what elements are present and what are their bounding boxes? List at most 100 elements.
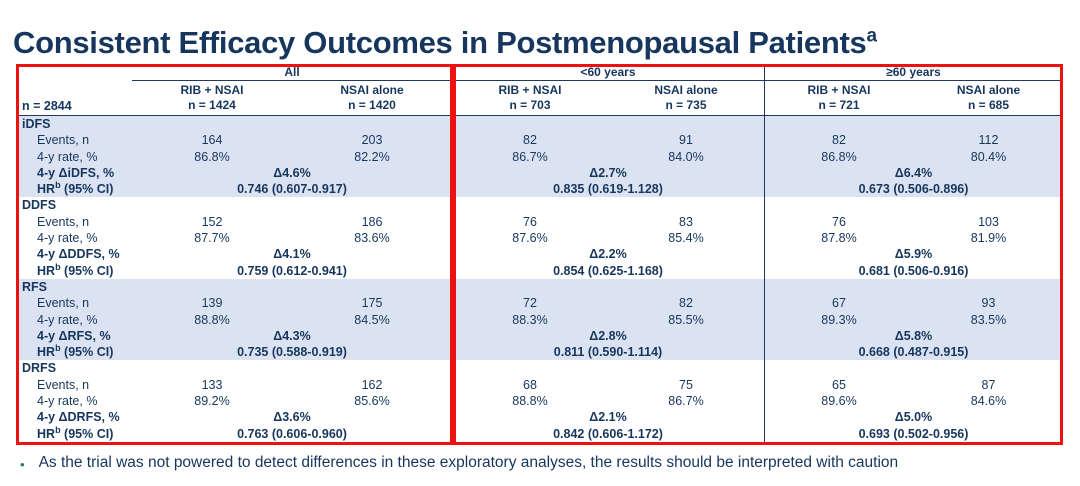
rate-value: 87.8% [821, 231, 857, 246]
rate-value: 86.7% [512, 149, 548, 164]
table-row-events: Events, n 152 186 76 83 76 103 [16, 214, 1063, 230]
row-label-events: Events, n [37, 377, 90, 392]
table-row-hr: HRb (95% CI) 0.759 (0.612-0.941) 0.854 (… [16, 263, 1063, 279]
row-label-delta: 4-y ΔRFS, % [37, 328, 111, 343]
rate-value: 84.0% [668, 149, 704, 164]
rate-value: 88.8% [194, 312, 230, 327]
events-value: 72 [523, 296, 537, 311]
table-section-ddfs: DDFS Events, n 152 186 76 83 76 103 4-y … [16, 197, 1063, 278]
table-header: All <60 years ≥60 years n = 2844 RIB + N… [16, 64, 1063, 116]
rate-value: 85.6% [354, 394, 390, 409]
table-row-hr: HRb (95% CI) 0.763 (0.606-0.960) 0.842 (… [16, 426, 1063, 442]
rate-value: 85.5% [668, 312, 704, 327]
rate-value: 83.6% [354, 231, 390, 246]
events-value: 139 [201, 296, 223, 311]
hr-value: 0.735 (0.588-0.919) [237, 345, 347, 360]
events-value: 133 [201, 377, 223, 392]
row-label-hr: HRb (95% CI) [37, 262, 114, 278]
table-row-hr: HRb (95% CI) 0.746 (0.607-0.917) 0.835 (… [16, 181, 1063, 197]
delta-value: Δ5.0% [894, 410, 933, 425]
column-header-60plus-rib: RIB + NSAI n = 721 [807, 83, 871, 112]
hr-value: 0.811 (0.590-1.114) [553, 345, 663, 360]
delta-value: Δ5.9% [894, 247, 933, 262]
bullet-icon: • [20, 457, 25, 472]
page-title-text: Consistent Efficacy Outcomes in Postmeno… [13, 24, 867, 60]
hr-value: 0.673 (0.506-0.896) [858, 182, 969, 197]
table-section-rfs: RFS Events, n 139 175 72 82 67 93 4-y ra… [16, 278, 1063, 361]
rate-value: 87.7% [194, 231, 230, 246]
table-row-events: Events, n 164 203 82 91 82 112 [16, 132, 1063, 148]
rate-value: 83.5% [970, 312, 1007, 327]
events-value: 103 [978, 214, 999, 229]
hr-value: 0.763 (0.606-0.960) [237, 426, 347, 441]
section-name: iDFS [22, 117, 51, 131]
hr-value: 0.842 (0.606-1.172) [553, 426, 663, 441]
table-section-idfs: iDFS Events, n 164 203 82 91 82 112 4-y … [16, 116, 1063, 198]
events-value: 87 [981, 377, 996, 392]
table-row-rate: 4-y rate, % 86.8% 82.2% 86.7% 84.0% 86.8… [16, 149, 1063, 165]
group-label-under60: <60 years [452, 64, 764, 81]
events-value: 152 [201, 214, 223, 229]
events-value: 76 [523, 214, 537, 229]
row-label-events: Events, n [37, 133, 90, 148]
table-row-rate: 4-y rate, % 88.8% 84.5% 88.3% 85.5% 89.3… [16, 312, 1063, 328]
delta-value: Δ2.7% [589, 165, 627, 180]
events-value: 82 [832, 133, 846, 148]
rate-value: 82.2% [354, 149, 390, 164]
rate-value: 86.8% [821, 149, 857, 164]
row-label-rate: 4-y rate, % [37, 312, 98, 327]
rate-value: 84.6% [970, 394, 1007, 409]
row-label-delta: 4-y ΔDDFS, % [37, 247, 120, 262]
row-label-events: Events, n [37, 214, 90, 229]
row-label-events: Events, n [37, 296, 90, 311]
table-row-delta: 4-y ΔDRFS, % Δ3.6% Δ2.1% Δ5.0% [16, 409, 1063, 425]
efficacy-outcomes-table: All <60 years ≥60 years n = 2844 RIB + N… [16, 64, 1063, 445]
table-row-events: Events, n 133 162 68 75 65 87 [16, 377, 1063, 393]
hr-value: 0.835 (0.619-1.128) [553, 182, 663, 197]
section-name: RFS [22, 279, 47, 294]
delta-value: Δ4.1% [273, 247, 311, 262]
rate-value: 89.2% [194, 394, 230, 409]
row-label-rate: 4-y rate, % [37, 149, 98, 164]
events-value: 93 [981, 296, 996, 311]
row-label-hr: HRb (95% CI) [37, 344, 114, 360]
column-header-60plus-nsai: NSAI alone n = 685 [956, 83, 1021, 112]
delta-value: Δ4.3% [273, 328, 311, 343]
table-row-rate: 4-y rate, % 89.2% 85.6% 88.8% 86.7% 89.6… [16, 393, 1063, 409]
rate-value: 89.3% [821, 312, 857, 327]
events-value: 82 [679, 296, 693, 311]
group-label-all: All [132, 64, 452, 81]
column-header-under60-rib: RIB + NSAI n = 703 [498, 83, 562, 112]
events-value: 83 [679, 214, 693, 229]
row-label-hr: HRb (95% CI) [37, 181, 114, 197]
page-title: Consistent Efficacy Outcomes in Postmeno… [13, 25, 877, 61]
rate-value: 86.7% [668, 394, 704, 409]
rate-value: 89.6% [821, 394, 857, 409]
rate-value: 88.8% [512, 394, 548, 409]
footnote: • As the trial was not powered to detect… [20, 454, 898, 475]
table-row-hr: HRb (95% CI) 0.735 (0.588-0.919) 0.811 (… [16, 344, 1063, 360]
column-header-all-rib: RIB + NSAI n = 1424 [180, 83, 244, 112]
column-header-under60-nsai: NSAI alone n = 735 [654, 83, 718, 112]
rate-value: 81.9% [970, 231, 1007, 246]
hr-value: 0.668 (0.487-0.915) [858, 345, 969, 360]
delta-value: Δ6.4% [894, 165, 933, 180]
events-value: 162 [361, 377, 383, 392]
rate-value: 80.4% [970, 149, 1007, 164]
events-value: 65 [832, 377, 846, 392]
table-section-drfs: DRFS Events, n 133 162 68 75 65 87 4-y r… [16, 360, 1063, 441]
events-value: 75 [679, 377, 693, 392]
rate-value: 85.4% [668, 231, 704, 246]
rate-value: 87.6% [512, 231, 548, 246]
row-label-delta: 4-y ΔiDFS, % [37, 165, 115, 180]
row-label-hr: HRb (95% CI) [37, 425, 114, 441]
delta-value: Δ2.1% [589, 410, 627, 425]
table-row-events: Events, n 139 175 72 82 67 93 [16, 295, 1063, 311]
hr-value: 0.681 (0.506-0.916) [858, 263, 969, 278]
events-value: 203 [361, 133, 383, 148]
hr-value: 0.854 (0.625-1.168) [553, 263, 663, 278]
table-row-delta: 4-y ΔDDFS, % Δ4.1% Δ2.2% Δ5.9% [16, 246, 1063, 262]
events-value: 68 [523, 377, 537, 392]
page-title-superscript: a [866, 25, 877, 47]
column-header-all-nsai: NSAI alone n = 1420 [340, 83, 404, 112]
